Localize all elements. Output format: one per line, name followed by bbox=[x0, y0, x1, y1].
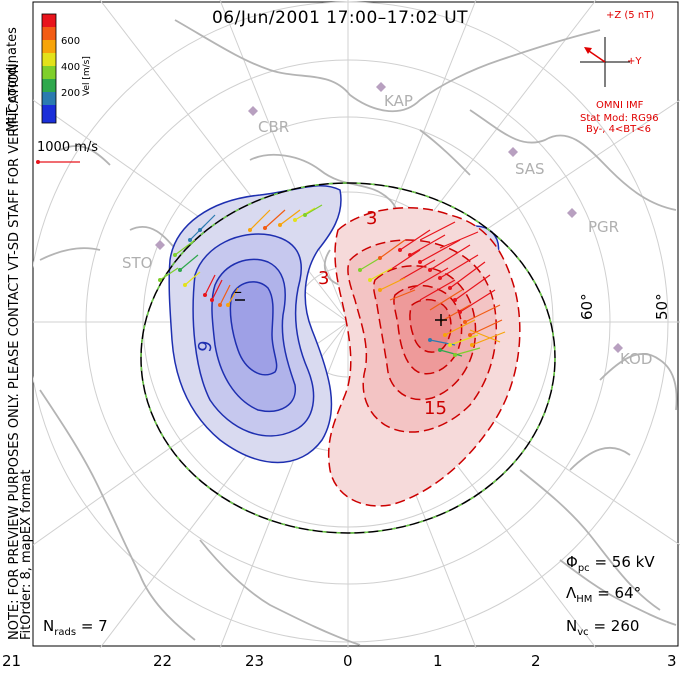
fit-order-note: FitOrder: 8, mapEX format bbox=[19, 469, 34, 640]
stat-lambda-sub: HM bbox=[576, 594, 593, 605]
velocity-points-dawn bbox=[358, 248, 474, 357]
colorbar-label: Vel [m/s] bbox=[82, 56, 92, 96]
stat-lambda-symbol: Λ bbox=[566, 584, 577, 602]
stat-nrads: Nrads = 7 bbox=[43, 617, 108, 638]
station-cbr: CBR bbox=[258, 118, 290, 136]
positive-potential-cell bbox=[327, 207, 521, 507]
coastlines bbox=[39, 19, 678, 646]
station-marker-kod bbox=[613, 343, 623, 353]
mlt-label-23: 23 bbox=[245, 652, 265, 670]
colorbar-swatch-6 bbox=[42, 92, 56, 105]
colorbar-tick-200: 200 bbox=[61, 88, 81, 99]
colorbar-swatch-4 bbox=[42, 66, 56, 79]
station-marker-kap bbox=[376, 82, 386, 92]
stat-nvc: Nvc = 260 bbox=[566, 617, 639, 638]
stat-nvc-value: = 260 bbox=[593, 617, 640, 635]
contour-label-3b: 3 bbox=[318, 268, 330, 289]
colorbar bbox=[41, 13, 57, 124]
stat-nrads-sub: rads bbox=[54, 627, 77, 638]
stat-nvc-symbol: N bbox=[566, 617, 578, 635]
imf-z-label: +Z (5 nT) bbox=[606, 10, 655, 21]
contour-label-15: 15 bbox=[424, 398, 447, 419]
colorbar-swatch-2 bbox=[42, 40, 56, 53]
colorbar-swatch-1 bbox=[42, 27, 56, 40]
station-pgr: PGR bbox=[588, 218, 620, 236]
contour-label-3a: 3 bbox=[366, 208, 378, 229]
lat-label-60: 60° bbox=[578, 293, 596, 320]
station-marker-pgr bbox=[567, 208, 577, 218]
lat-label-50: 50° bbox=[653, 293, 671, 320]
scale-vector-dot bbox=[36, 160, 40, 164]
stat-phi-pc: Φpc = 56 kV bbox=[566, 553, 655, 574]
colorbar-frame bbox=[41, 13, 57, 124]
colorbar-swatch-0 bbox=[42, 14, 56, 27]
plot-title: 06/Jun/2001 17:00–17:02 UT bbox=[211, 8, 469, 28]
hm-boundary-vectors bbox=[140, 182, 556, 534]
stat-phi-symbol: Φ bbox=[566, 553, 578, 571]
velocity-vectors-dusk bbox=[159, 204, 323, 306]
colorbar-swatch-7 bbox=[42, 105, 56, 123]
mlt-label-22: 22 bbox=[153, 652, 173, 670]
mlt-label-3: 3 bbox=[667, 652, 677, 670]
station-marker-sto bbox=[155, 240, 165, 250]
mlt-label-1: 1 bbox=[433, 652, 443, 670]
imf-y-label: +Y bbox=[627, 56, 642, 67]
station-marker-cbr bbox=[248, 106, 258, 116]
scale-vector-label: 1000 m/s bbox=[37, 140, 99, 155]
velocity-vectors-dawn bbox=[359, 221, 506, 357]
stat-nrads-value: = 7 bbox=[80, 617, 108, 635]
mlt-label-21: 21 bbox=[2, 652, 22, 670]
imf-dial bbox=[580, 37, 630, 87]
imf-model: Stat Mod: RG96 bbox=[580, 113, 659, 124]
stat-phi-value: = 56 kV bbox=[594, 553, 655, 571]
station-kod: KOD bbox=[620, 350, 653, 368]
contour-min-label: – bbox=[234, 282, 242, 301]
mlt-label-2: 2 bbox=[531, 652, 541, 670]
station-sas: SAS bbox=[515, 160, 545, 178]
stat-phi-sub: pc bbox=[577, 563, 590, 574]
colorbar-tick-600: 600 bbox=[61, 36, 81, 47]
imf-vector-head bbox=[584, 47, 592, 54]
colorbar-swatch-3 bbox=[42, 53, 56, 66]
colorbar-tick-400: 400 bbox=[61, 62, 81, 73]
mlt-label-0: 0 bbox=[343, 652, 353, 670]
stat-lambda-hm: ΛHM = 64° bbox=[566, 584, 641, 605]
stat-nrads-symbol: N bbox=[43, 617, 55, 635]
stat-lambda-value: = 64° bbox=[597, 584, 642, 602]
station-marker-sas bbox=[508, 147, 518, 157]
imf-condition: By-, 4<BT<6 bbox=[586, 124, 652, 135]
station-sto: STO bbox=[122, 254, 153, 272]
station-markers bbox=[155, 82, 623, 353]
colorbar-swatch-5 bbox=[42, 79, 56, 92]
station-kap: KAP bbox=[384, 92, 413, 110]
stat-nvc-sub: vc bbox=[577, 627, 589, 638]
imf-source: OMNI IMF bbox=[596, 100, 644, 111]
velocity-points-dusk bbox=[158, 213, 307, 307]
